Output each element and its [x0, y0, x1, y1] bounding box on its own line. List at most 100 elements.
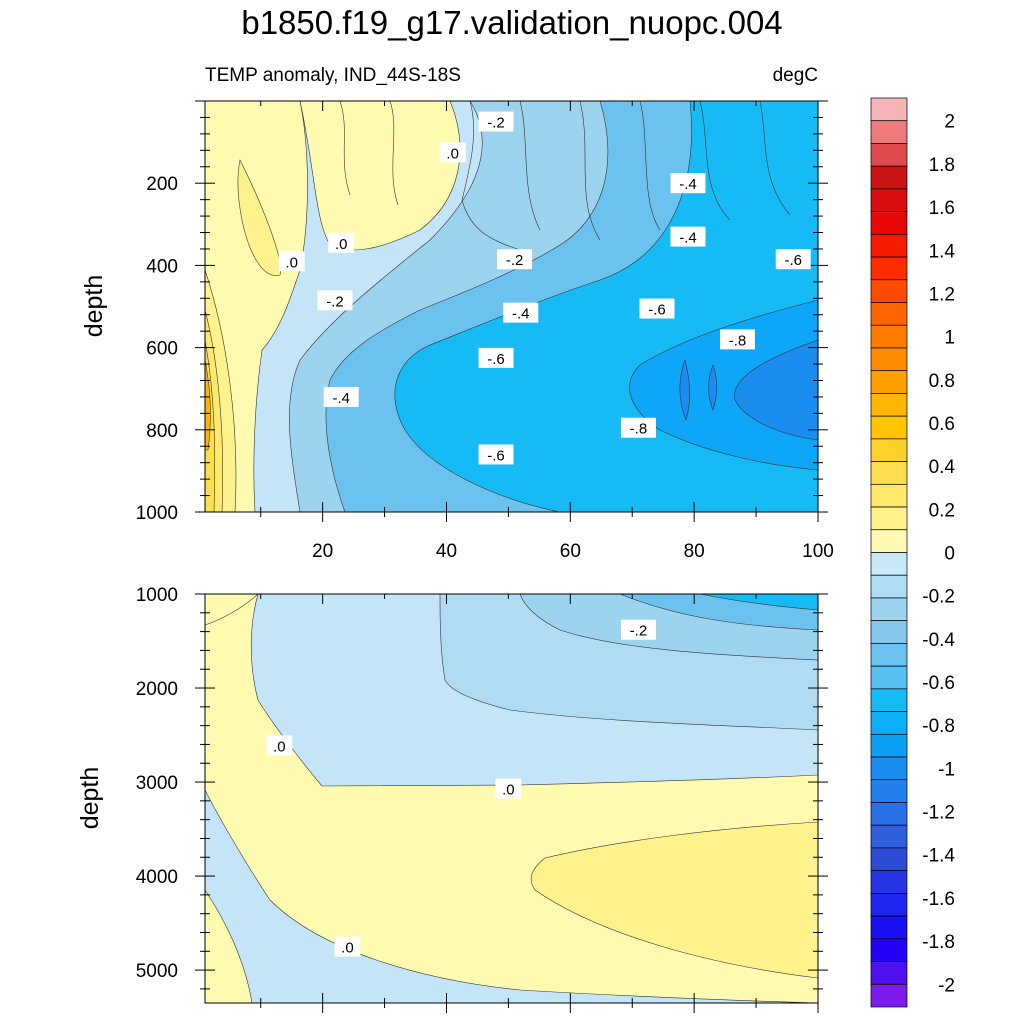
fill-positive-lens: [530, 821, 818, 979]
colorbar-tick-label: -1.4: [922, 846, 955, 867]
contour-label: -.6: [648, 302, 666, 319]
contour-label-box: [620, 417, 656, 438]
contour-label: .0: [335, 236, 348, 253]
colorbar-tick-label: 0.2: [929, 500, 955, 521]
colorbar-tick-label: -1.2: [922, 803, 955, 824]
contour-label-box: [620, 619, 656, 640]
colorbar-box: [870, 324, 908, 349]
contour-label: -.2: [630, 623, 648, 640]
upper-y-ticks: 200 400 600 800 1000: [136, 100, 828, 524]
contour-label: .0: [502, 782, 515, 799]
lower-panel: depth 1000 2000 3000 4000 5000 -.2 .0 .0 .0: [76, 585, 828, 1013]
colorbar-tick-label: -1.8: [922, 932, 955, 953]
contour-label: -.4: [679, 176, 697, 193]
colorbar-box: [870, 779, 908, 803]
contour-label-box: [439, 142, 466, 163]
colorbar-box: [870, 370, 908, 394]
colorbar-box: [870, 347, 908, 372]
colorbar: 2 1.8 1.6 1.4 1.2 1 0.8 0.6 0.4 0.2 0 -0.2 -0.4 -0.6 -…: [870, 97, 956, 1008]
colorbar-box: [870, 97, 908, 122]
colorbar-box: [870, 552, 908, 576]
y-tick-label: 400: [146, 256, 178, 277]
contour-label-box: [278, 251, 305, 272]
colorbar-tick-label: 1.4: [929, 241, 956, 262]
colorbar-tick-label: -0.4: [922, 630, 955, 651]
x-tick-label: 80: [684, 541, 705, 562]
contour-label: -.4: [679, 230, 697, 247]
contour-label-box: [639, 298, 675, 319]
colorbar-box: [870, 643, 908, 667]
colorbar-box: [870, 870, 908, 894]
colorbar-box: [870, 756, 908, 781]
colorbar-tick-label: 0.8: [929, 371, 955, 392]
colorbar-boxes: [870, 97, 908, 1008]
fill-positive-wall-4: [205, 359, 211, 451]
contour-label: -.6: [487, 351, 505, 368]
colorbar-box: [870, 302, 908, 326]
y-tick-label: 200: [146, 174, 178, 195]
fill-lens-core-2: [708, 364, 718, 411]
contour-label: .0: [273, 738, 286, 755]
colorbar-box: [870, 143, 908, 167]
contour-label: -.8: [630, 421, 648, 438]
colorbar-box: [870, 824, 908, 849]
colorbar-tick-label: -1: [938, 759, 955, 780]
colorbar-box: [870, 620, 908, 644]
contour-label: -.4: [512, 306, 530, 323]
y-tick-label: 800: [146, 421, 178, 442]
upper-right-label: degC: [773, 65, 818, 86]
colorbar-box: [870, 188, 908, 212]
contour-label: -.2: [326, 293, 344, 310]
contour-label-box: [478, 347, 514, 368]
y-tick-label: 2000: [136, 679, 178, 700]
colorbar-box: [870, 802, 908, 826]
colorbar-tick-label: 1: [944, 328, 955, 349]
colorbar-tick-label: 1.8: [929, 155, 955, 176]
fill-lens-core: [679, 358, 690, 421]
fill-band-minus-1-0-core: [734, 339, 818, 441]
lower-plot-frame: [204, 593, 819, 1004]
contour-label: -.6: [784, 252, 802, 269]
colorbar-tick-label: 0: [944, 544, 955, 565]
colorbar-tick-label: 1.6: [929, 198, 955, 219]
contour-label-box: [495, 778, 522, 799]
colorbar-tick-label: -0.8: [922, 716, 955, 737]
contour-label-box: [670, 226, 706, 247]
y-tick-label: 1000: [136, 503, 178, 524]
y-tick-label: 5000: [136, 961, 178, 982]
lower-contour-labels: -.2 .0 .0 .0: [266, 619, 656, 957]
contour-label-box: [775, 249, 811, 270]
contour-label-box: [334, 936, 361, 957]
colorbar-tick-label: 2: [944, 112, 955, 133]
contour-label: -.2: [506, 252, 524, 269]
colorbar-box: [870, 597, 908, 622]
colorbar-box: [870, 665, 908, 690]
colorbar-tick-label: 1.2: [929, 284, 955, 305]
upper-contour-labels: -.2 .0 -.4 .0 .0 -.2 -.4 -.6 -.2 -.4 -.6 -.8 -.6 -.4 -…: [278, 111, 811, 465]
x-tick-label: 40: [436, 541, 457, 562]
contour-label: .0: [446, 145, 459, 162]
colorbar-box: [870, 506, 908, 531]
colorbar-box: [870, 461, 908, 485]
x-tick-label: 20: [312, 541, 333, 562]
colorbar-tick-label: -2: [938, 975, 955, 996]
colorbar-box: [870, 961, 908, 985]
contour-label: -.4: [332, 390, 350, 407]
colorbar-box: [870, 120, 908, 144]
contour-label-box: [266, 735, 293, 756]
contour-label-box: [478, 444, 514, 465]
colorbar-box: [870, 279, 908, 303]
upper-wavy-contours: [339, 101, 791, 251]
chart-title: b1850.f19_g17.validation_nuopc.004: [241, 4, 782, 41]
colorbar-tick-label: -1.6: [922, 889, 955, 910]
y-tick-label: 3000: [136, 773, 178, 794]
colorbar-tick-label: 0.4: [929, 457, 956, 478]
upper-y-axis-label: depth: [80, 275, 108, 338]
contour-label-box: [323, 386, 359, 407]
colorbar-box: [870, 711, 908, 735]
contour-label: -.2: [487, 115, 505, 132]
colorbar-box: [870, 438, 908, 462]
contour-label-box: [497, 249, 533, 270]
contour-label-box: [720, 329, 756, 350]
